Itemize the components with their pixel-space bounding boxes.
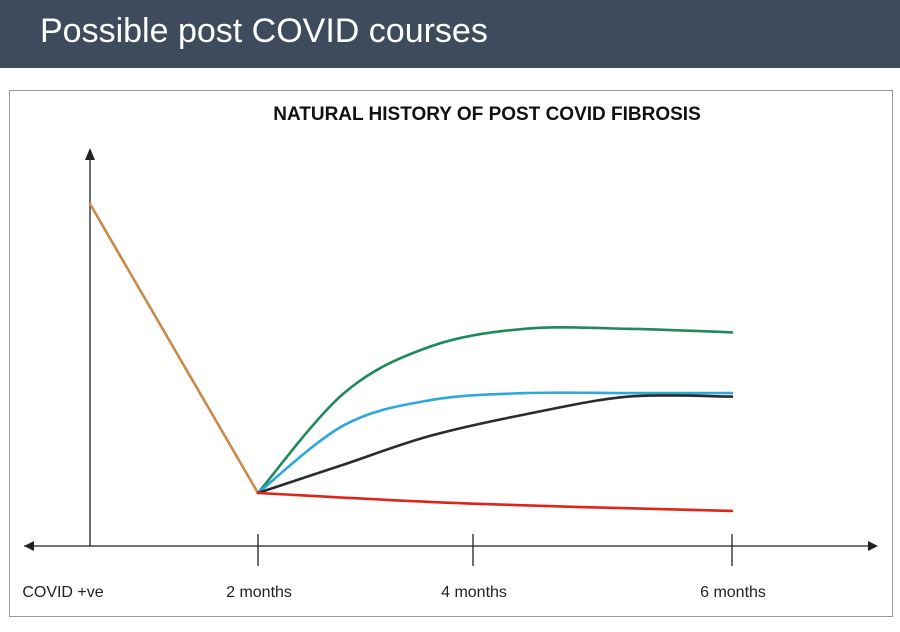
chart-ticks: COVID +ve 2 months 4 months 6 months <box>22 534 766 601</box>
x-axis-left-arrow <box>24 541 34 551</box>
chart-panel <box>9 90 893 617</box>
slide-title: Possible post COVID courses <box>40 12 488 50</box>
series-line-3 <box>256 394 734 495</box>
series-line-0 <box>88 202 260 495</box>
chart-axes <box>24 148 878 551</box>
x-tick-label: 6 months <box>700 584 766 601</box>
x-axis-right-arrow <box>868 541 878 551</box>
series-line-4 <box>256 491 734 513</box>
chart-series <box>88 202 734 513</box>
x-tick-label: 2 months <box>226 584 292 601</box>
x-tick-label: COVID +ve <box>22 584 103 601</box>
chart-title: NATURAL HISTORY OF POST COVID FIBROSIS <box>273 104 701 125</box>
series-line-1 <box>256 326 734 495</box>
slide-title-bar: Possible post COVID courses <box>0 0 900 68</box>
x-tick-label: 4 months <box>441 584 507 601</box>
y-axis-arrow <box>85 148 95 160</box>
series-line-2 <box>256 391 734 495</box>
